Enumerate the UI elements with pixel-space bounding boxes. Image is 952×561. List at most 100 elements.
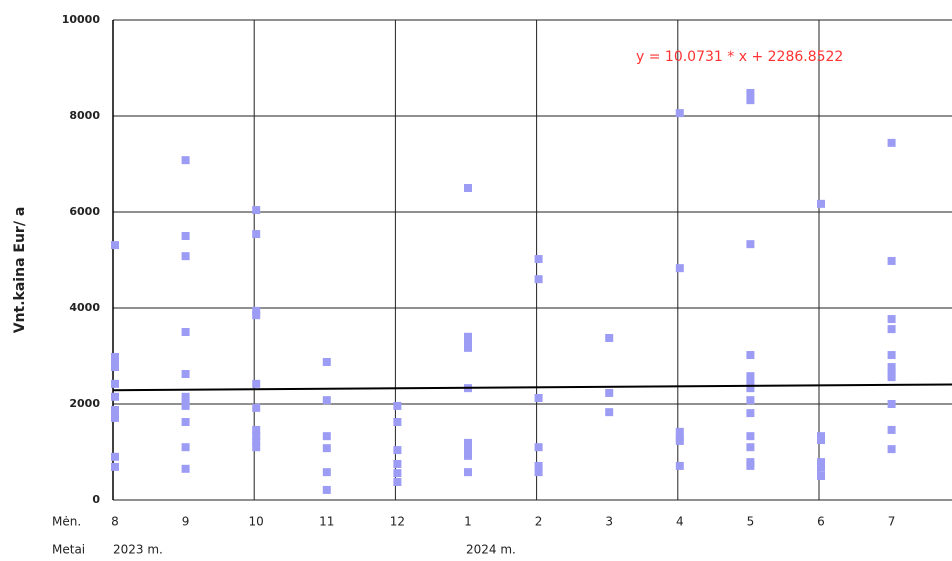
point xyxy=(252,306,261,315)
x-tick-label: 3 xyxy=(605,515,613,529)
point xyxy=(111,392,119,401)
trend-equation: y = 10.0731 * x + 2286.8522 xyxy=(636,49,843,65)
y-tick-label: 2000 xyxy=(69,397,100,410)
point xyxy=(887,351,896,360)
point xyxy=(746,96,755,105)
point xyxy=(181,370,190,378)
point xyxy=(252,425,261,434)
point xyxy=(605,408,614,417)
point xyxy=(746,461,755,470)
point xyxy=(534,443,543,452)
x-tick-label: 2 xyxy=(535,515,543,529)
year-label: 2023 m. xyxy=(113,543,163,557)
point xyxy=(746,409,755,418)
point xyxy=(887,373,896,382)
point xyxy=(322,432,331,441)
y-tick-label: 10000 xyxy=(62,13,101,26)
year-row-label: Metai xyxy=(52,543,85,557)
point xyxy=(111,358,119,366)
x-tick-label: 1 xyxy=(464,515,472,529)
point xyxy=(887,256,896,265)
point xyxy=(534,468,543,477)
point xyxy=(252,436,261,445)
point xyxy=(393,418,402,426)
point xyxy=(887,445,896,454)
point xyxy=(675,264,684,273)
year-label: 2024 m. xyxy=(466,543,516,557)
point xyxy=(675,109,684,118)
point xyxy=(746,372,755,381)
point xyxy=(605,388,614,397)
trend-line xyxy=(112,383,952,392)
x-tick-label: 8 xyxy=(111,515,119,529)
x-tick-label: 7 xyxy=(888,515,896,529)
point xyxy=(322,468,331,477)
point xyxy=(111,379,119,388)
point xyxy=(393,478,402,486)
point xyxy=(746,443,755,452)
point xyxy=(393,469,402,478)
y-tick-label: 6000 xyxy=(69,205,100,218)
point xyxy=(464,343,472,352)
x-tick-label: 12 xyxy=(390,515,405,529)
point xyxy=(252,311,261,320)
point xyxy=(675,427,684,436)
point xyxy=(322,396,331,405)
point xyxy=(181,401,190,410)
point xyxy=(111,462,119,471)
point xyxy=(111,452,119,461)
point xyxy=(534,394,543,402)
point xyxy=(817,463,825,472)
point xyxy=(817,458,825,467)
point xyxy=(605,334,614,342)
point xyxy=(746,432,755,441)
point xyxy=(464,184,472,192)
point xyxy=(252,443,261,452)
point xyxy=(111,406,119,414)
y-tick-label: 8000 xyxy=(69,109,100,122)
point xyxy=(111,241,119,250)
y-axis-title: Vnt.kaina Eur/ a xyxy=(12,207,28,334)
y-tick-label: 4000 xyxy=(69,301,100,314)
point xyxy=(252,230,261,239)
point xyxy=(887,138,896,147)
point xyxy=(252,379,261,388)
point xyxy=(887,315,896,324)
x-tick-label: 9 xyxy=(182,515,190,529)
point xyxy=(393,460,402,468)
point xyxy=(181,443,190,452)
point xyxy=(322,358,331,366)
point xyxy=(181,418,190,426)
point xyxy=(675,436,684,445)
point xyxy=(887,363,896,372)
point xyxy=(111,352,119,361)
point xyxy=(817,199,825,208)
point xyxy=(252,403,261,412)
x-tick-label: 4 xyxy=(676,515,684,529)
point xyxy=(464,337,472,346)
y-tick-label: 0 xyxy=(92,493,100,506)
point xyxy=(111,413,119,422)
point xyxy=(887,425,896,434)
point xyxy=(746,88,755,97)
x-tick-label: 10 xyxy=(249,515,264,529)
point xyxy=(746,377,755,386)
point xyxy=(817,436,825,444)
point xyxy=(746,240,755,249)
point xyxy=(746,396,755,405)
point xyxy=(464,445,472,454)
point xyxy=(464,332,472,341)
point xyxy=(887,325,896,334)
point xyxy=(181,328,190,336)
point xyxy=(746,384,755,393)
point xyxy=(393,401,402,410)
point xyxy=(181,252,190,261)
point xyxy=(817,472,825,480)
point xyxy=(181,156,190,165)
point xyxy=(181,232,190,240)
point xyxy=(464,438,472,447)
point xyxy=(322,485,331,494)
point xyxy=(322,444,331,453)
